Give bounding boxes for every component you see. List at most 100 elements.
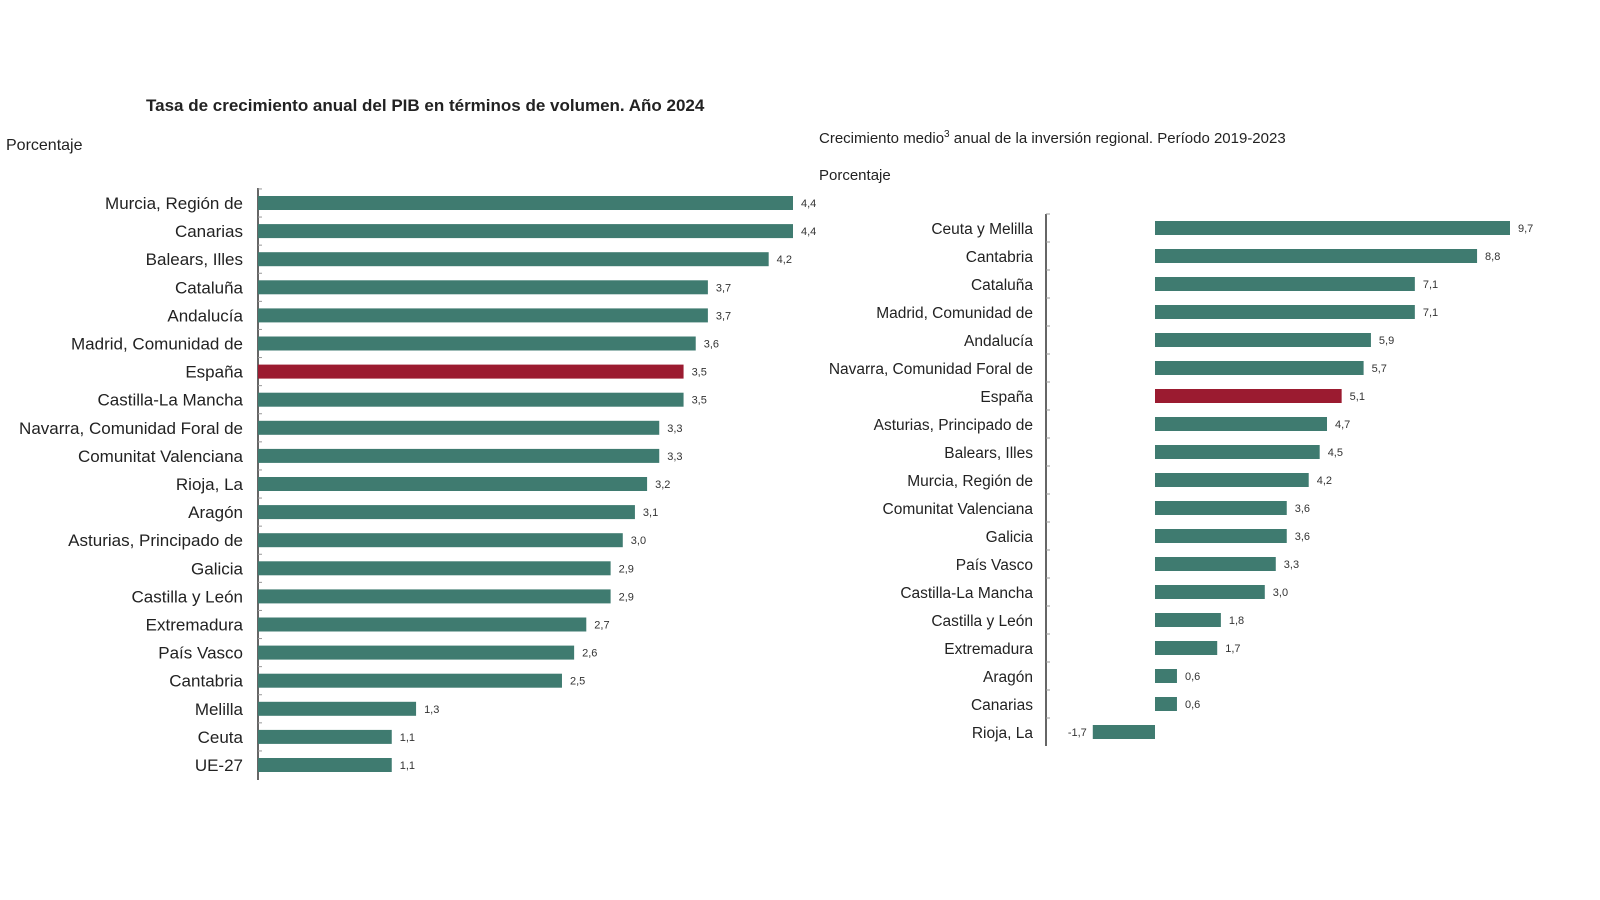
bar-asturias-principado-de (258, 533, 623, 548)
category-label: Galicia (986, 529, 1034, 546)
bar-pa-s-vasco (1155, 557, 1276, 571)
value-label: 3,6 (704, 339, 719, 351)
value-label: 5,9 (1379, 335, 1394, 347)
bar-melilla (258, 701, 417, 716)
value-label: 4,4 (801, 226, 816, 238)
value-label: 9,7 (1518, 223, 1533, 235)
category-label: Aragón (188, 503, 243, 522)
bar-arag-n (258, 505, 635, 520)
chart1-title: Tasa de crecimiento anual del PIB en tér… (146, 96, 705, 115)
bar-comunitat-valenciana (1155, 501, 1287, 515)
bar-extremadura (258, 617, 587, 632)
value-label: 4,7 (1335, 419, 1350, 431)
bar-canarias (1155, 697, 1177, 711)
bar-pa-s-vasco (258, 645, 575, 660)
chart1-unit-label: Porcentaje (6, 137, 83, 154)
value-label: 2,9 (619, 563, 634, 575)
chart2-title-footnote: 3 (944, 129, 950, 140)
value-label: 3,3 (667, 423, 682, 435)
value-label: 3,5 (692, 367, 707, 379)
value-label: 3,3 (1284, 559, 1299, 571)
category-label: Cataluña (175, 278, 244, 297)
category-label: Cantabria (966, 249, 1034, 266)
value-label: -1,7 (1068, 727, 1087, 739)
value-label: 7,1 (1423, 307, 1438, 319)
value-label: 2,7 (594, 620, 609, 632)
bar-comunitat-valenciana (258, 448, 660, 463)
category-label: Balears, Illes (944, 445, 1033, 462)
category-label: Comunitat Valenciana (78, 447, 244, 466)
category-label: Cantabria (169, 672, 243, 691)
bar-madrid-comunidad-de (258, 336, 696, 351)
category-label: Balears, Illes (146, 250, 243, 269)
category-label: Andalucía (964, 333, 1033, 350)
category-label: Asturias, Principado de (874, 417, 1033, 434)
value-label: 3,0 (631, 535, 646, 547)
category-label: Extremadura (944, 641, 1033, 658)
bar-madrid-comunidad-de (1155, 305, 1415, 319)
bar-andaluc-a (1155, 333, 1371, 347)
bar-balears-illes (1155, 445, 1320, 459)
bar-asturias-principado-de (1155, 417, 1328, 431)
bar-murcia-regi-n-de (1155, 473, 1309, 487)
category-label: Madrid, Comunidad de (876, 305, 1033, 322)
category-label: Castilla y León (931, 613, 1033, 630)
value-label: 3,1 (643, 507, 658, 519)
value-label: 8,8 (1485, 251, 1500, 263)
category-label: País Vasco (956, 557, 1033, 574)
chart2-title-main: Crecimiento medio (819, 130, 945, 147)
value-label: 1,7 (1225, 643, 1240, 655)
category-label: Murcia, Región de (105, 194, 243, 213)
bar-castilla-la-mancha (258, 392, 684, 407)
bar-catalu-a (1155, 277, 1415, 291)
category-label: UE-27 (195, 756, 243, 775)
value-label: 1,1 (400, 760, 415, 772)
value-label: 1,3 (424, 704, 439, 716)
category-label: Navarra, Comunidad Foral de (19, 419, 243, 438)
category-label: Murcia, Región de (907, 473, 1033, 490)
bar-cantabria (1155, 249, 1478, 263)
bar-rioja-la (258, 477, 648, 491)
category-label: Asturias, Principado de (68, 531, 243, 550)
value-label: 5,7 (1372, 363, 1387, 375)
bar-espa-a (258, 364, 684, 379)
bar-extremadura (1155, 641, 1218, 655)
bar-rioja-la (1092, 725, 1155, 739)
category-label: Castilla-La Mancha (900, 585, 1033, 602)
category-label: España (980, 389, 1033, 406)
value-label: 2,5 (570, 676, 585, 688)
category-label: Aragón (983, 669, 1033, 686)
value-label: 3,3 (667, 451, 682, 463)
value-label: 4,2 (777, 254, 792, 266)
chart2-title: Crecimiento medio3 anual de la inversión… (819, 129, 1286, 147)
bar-arag-n (1155, 669, 1177, 683)
value-label: 5,1 (1350, 391, 1365, 403)
category-label: Castilla-La Mancha (97, 391, 243, 410)
bar-navarra-comunidad-foral-de (258, 420, 660, 435)
bar-navarra-comunidad-foral-de (1155, 361, 1364, 375)
value-label: 3,6 (1295, 503, 1310, 515)
category-label: Galicia (191, 559, 244, 578)
value-label: 3,7 (716, 282, 731, 294)
category-label: Melilla (195, 700, 244, 719)
category-label: Andalucía (167, 306, 243, 325)
bar-espa-a (1155, 389, 1342, 403)
value-label: 2,6 (582, 648, 597, 660)
value-label: 3,5 (692, 395, 707, 407)
category-label: Rioja, La (176, 475, 244, 494)
value-label: 4,2 (1317, 475, 1332, 487)
category-label: Canarias (971, 697, 1033, 714)
category-label: Extremadura (146, 616, 244, 635)
bar-catalu-a (258, 280, 708, 295)
value-label: 4,5 (1328, 447, 1343, 459)
bar-castilla-la-mancha (1155, 585, 1265, 599)
bar-balears-illes (258, 252, 769, 267)
bar-ceuta (258, 729, 392, 744)
bar-murcia-regi-n-de (258, 196, 793, 210)
category-label: Ceuta y Melilla (931, 221, 1033, 238)
bar-castilla-y-le-n (1155, 613, 1221, 627)
bar-castilla-y-le-n (258, 589, 611, 604)
category-label: Castilla y León (131, 587, 243, 606)
category-label: Ceuta (198, 728, 244, 747)
